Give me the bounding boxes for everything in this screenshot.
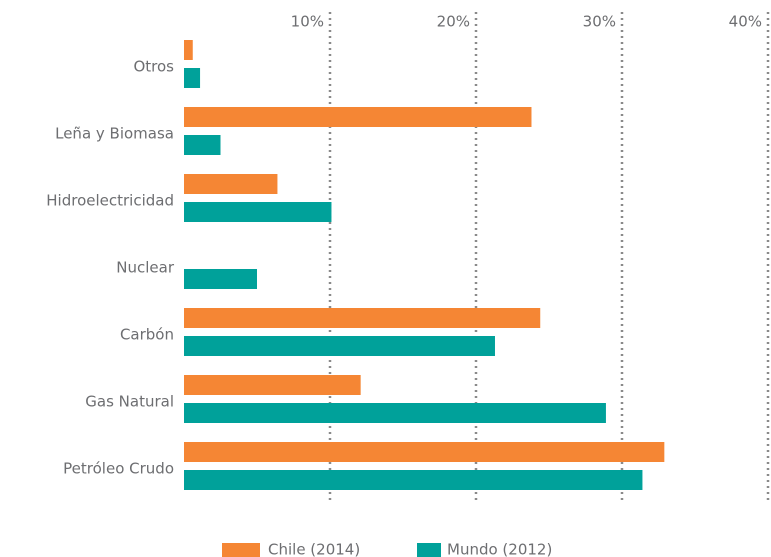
bar [184, 107, 532, 127]
bar [184, 336, 495, 356]
x-tick-label: 40% [729, 13, 762, 31]
bar [184, 174, 278, 194]
x-tick-label: 10% [291, 13, 324, 31]
bar [184, 68, 201, 88]
y-tick-label: Petróleo Crudo [63, 460, 174, 478]
y-tick-label: Nuclear [116, 259, 175, 277]
y-tick-label: Gas Natural [85, 393, 174, 411]
bar [184, 202, 332, 222]
legend-label: Mundo (2012) [447, 541, 552, 557]
bar [184, 135, 221, 155]
y-tick-label: Hidroelectricidad [46, 192, 174, 210]
bar [184, 403, 606, 423]
legend-label: Chile (2014) [268, 541, 360, 557]
bar [184, 375, 361, 395]
y-tick-label: Otros [133, 58, 174, 76]
bar [184, 269, 257, 289]
x-tick-label: 20% [437, 13, 470, 31]
x-tick-label: 30% [583, 13, 616, 31]
legend-swatch [222, 543, 260, 557]
bar [184, 442, 665, 462]
y-tick-label: Carbón [120, 326, 174, 344]
bar [184, 308, 541, 328]
legend-swatch [417, 543, 441, 557]
bar [184, 470, 643, 490]
y-tick-label: Leña y Biomasa [55, 125, 174, 143]
bar [184, 40, 193, 60]
